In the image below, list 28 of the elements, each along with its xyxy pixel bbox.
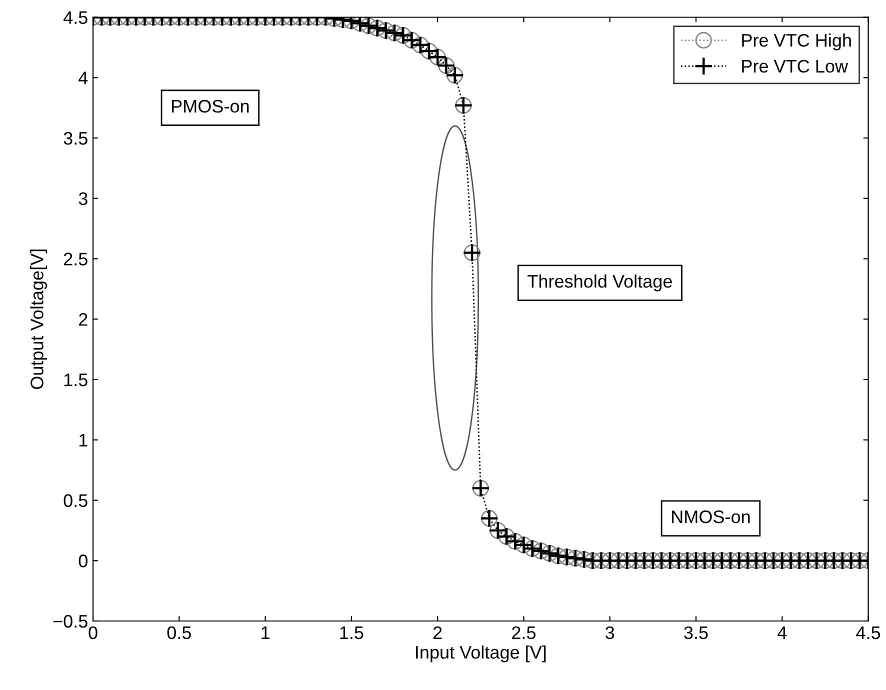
annotation: PMOS-on bbox=[172, 100, 249, 113]
x-tick-label: 3 bbox=[606, 626, 614, 640]
y-tick-label: 3 bbox=[78, 192, 88, 206]
y-axis-title: Output Voltage[V] bbox=[30, 250, 47, 390]
x-tick-label: 2 bbox=[433, 626, 442, 639]
x-tick-label: 2.5 bbox=[512, 626, 536, 640]
annotation: Threshold Voltage bbox=[528, 274, 672, 292]
y-tick-label: 2 bbox=[79, 313, 88, 326]
x-tick-label: 4 bbox=[778, 626, 787, 639]
y-tick-label: 0 bbox=[78, 554, 88, 568]
x-tick-label: 1 bbox=[262, 626, 270, 639]
y-tick-label: 4.5 bbox=[63, 11, 88, 24]
x-tick-label: 1.5 bbox=[340, 626, 364, 640]
x-tick-label: 0 bbox=[88, 626, 98, 640]
annotation: NMOS-on bbox=[672, 510, 750, 524]
y-tick-label: 0.5 bbox=[64, 494, 88, 507]
legend-label: Pre VTC High bbox=[742, 34, 851, 50]
y-tick-label: 1.5 bbox=[64, 374, 88, 386]
x-tick-label: 4.5 bbox=[856, 626, 880, 640]
legend-label: Pre VTC Low bbox=[742, 60, 848, 73]
y-tick-label: 2.5 bbox=[64, 252, 88, 266]
x-axis-title: Input Voltage [V] bbox=[416, 645, 546, 662]
y-tick-label: 1 bbox=[80, 434, 88, 446]
y-tick-label: −0.5 bbox=[53, 614, 88, 628]
y-tick-label: 3.5 bbox=[64, 132, 88, 145]
y-tick-label: 4 bbox=[78, 72, 88, 84]
x-tick-label: 0.5 bbox=[167, 626, 191, 640]
x-tick-label: 3.5 bbox=[684, 626, 708, 640]
